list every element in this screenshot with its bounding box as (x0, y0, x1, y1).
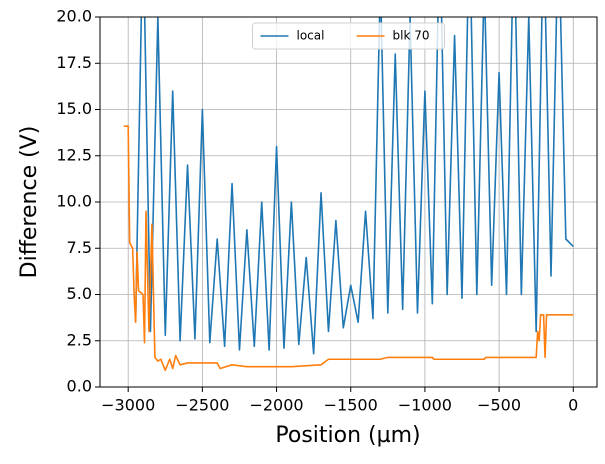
y-tick-label: 17.5 (56, 53, 92, 72)
x-tick-label: −1000 (398, 396, 452, 415)
y-tick-label: 20.0 (56, 7, 92, 26)
y-tick-label: 2.5 (67, 330, 92, 349)
y-tick-label: 10.0 (56, 192, 92, 211)
legend-label: local (297, 29, 325, 43)
line-series (134, 17, 574, 355)
legend: local blk 70 (252, 22, 445, 50)
y-tick-label: 15.0 (56, 99, 92, 118)
x-axis-label: Position (µm) (275, 423, 420, 448)
x-tick-label: −500 (477, 396, 521, 415)
legend-box (252, 22, 445, 50)
x-tick-label: −1500 (324, 396, 378, 415)
y-tick-label: 0.0 (67, 377, 92, 396)
x-tick-label: 0 (568, 396, 578, 415)
legend-label: blk 70 (393, 29, 430, 43)
y-tick-label: 5.0 (67, 284, 92, 303)
line-series (123, 125, 574, 372)
plot-lines (123, 17, 574, 372)
y-tick-label: 7.5 (67, 238, 92, 257)
y-tick-label: 12.5 (56, 145, 92, 164)
x-tick-label: −3000 (101, 396, 155, 415)
x-tick-label: −2500 (175, 396, 229, 415)
y-axis-label: Difference (V) (17, 126, 42, 279)
x-tick-label: −2000 (249, 396, 303, 415)
